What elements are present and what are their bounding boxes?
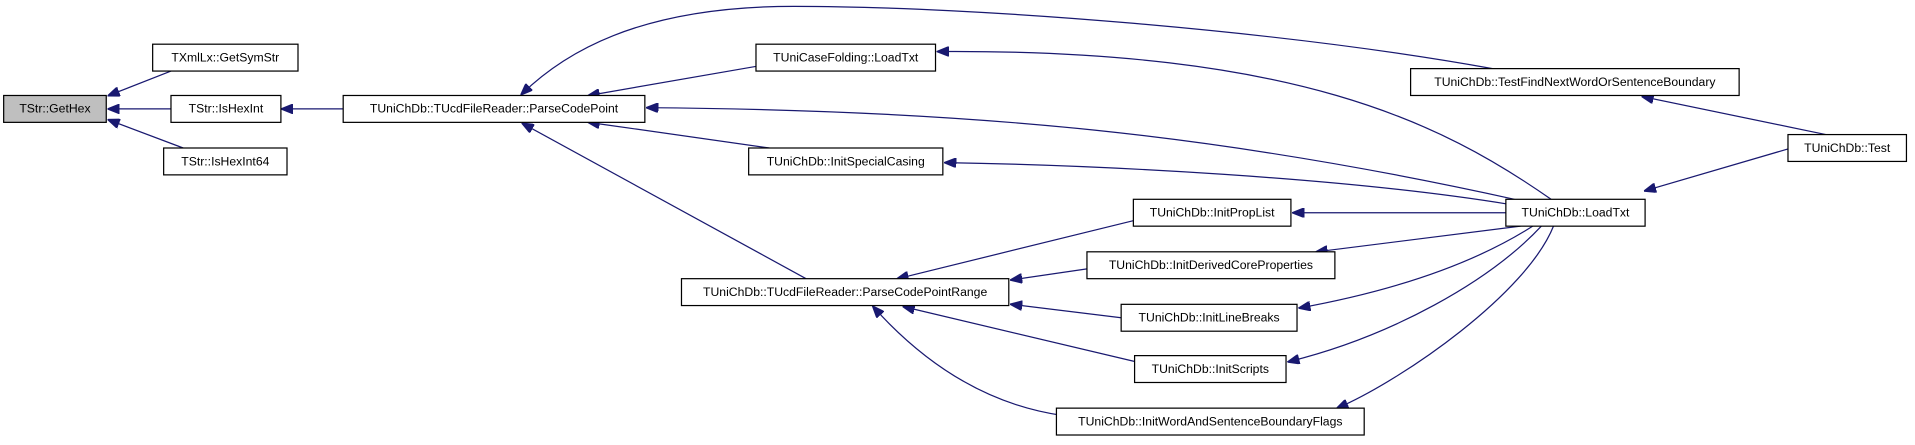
node-label[interactable]: TUniChDb::InitWordAndSentenceBoundaryFla… — [1078, 414, 1342, 428]
edge — [1337, 225, 1555, 408]
node-box[interactable] — [755, 43, 937, 72]
node-label[interactable]: TUniChDb::TUcdFileReader::ParseCodePoint… — [703, 285, 987, 299]
node-label[interactable]: TUniChDb::InitSpecialCasing — [767, 154, 925, 168]
node-label[interactable]: TUniChDb::InitPropList — [1150, 206, 1275, 220]
edge — [1643, 97, 1826, 136]
edge — [109, 70, 172, 95]
edge — [1011, 268, 1088, 280]
edge — [904, 307, 1136, 363]
node-label[interactable]: TStr::IsHexInt — [189, 102, 264, 116]
edge — [1645, 146, 1796, 191]
node-label[interactable]: TStr::GetHex — [19, 102, 90, 116]
node-box[interactable] — [748, 147, 944, 176]
node-box[interactable] — [680, 278, 1010, 307]
node-label[interactable]: TUniChDb::TUcdFileReader::ParseCodePoint — [370, 102, 619, 116]
node-label[interactable]: TStr::IsHexInt64 — [181, 154, 269, 168]
edge — [898, 219, 1136, 279]
node-label[interactable]: TUniChDb::TestFindNextWordOrSentenceBoun… — [1434, 75, 1716, 89]
edge — [647, 108, 1515, 200]
node-label[interactable]: TUniCaseFolding::LoadTxt — [773, 50, 919, 64]
edge — [589, 65, 758, 95]
node-box[interactable] — [152, 43, 299, 72]
node-box[interactable] — [1055, 407, 1365, 436]
node-label[interactable]: TUniChDb::InitScripts — [1152, 362, 1269, 376]
node-box[interactable] — [1086, 251, 1336, 280]
node-box[interactable] — [1505, 198, 1646, 227]
node-box[interactable] — [3, 94, 107, 123]
node-label[interactable]: TUniChDb::LoadTxt — [1522, 206, 1630, 220]
node-label[interactable]: TUniChDb::Test — [1804, 141, 1891, 155]
node-box[interactable] — [1120, 303, 1298, 332]
nodes: TStr::GetHex TXmlLx::GetSymStrTStr::IsHex… — [3, 43, 1908, 436]
edge — [1011, 304, 1122, 319]
edge — [521, 5, 1493, 94]
node-box[interactable] — [170, 94, 282, 123]
node-box[interactable] — [163, 147, 288, 176]
edge — [1299, 225, 1534, 308]
node-box[interactable] — [1409, 68, 1740, 97]
node-box[interactable] — [1132, 198, 1292, 227]
edge — [523, 124, 807, 280]
node-box[interactable] — [1787, 133, 1908, 163]
edges — [109, 5, 1826, 417]
node-box[interactable] — [342, 94, 646, 123]
node-box[interactable] — [1133, 355, 1287, 384]
node-label[interactable]: TXmlLx::GetSymStr — [171, 50, 279, 64]
edge — [938, 51, 1552, 200]
edge — [1317, 225, 1521, 252]
edge — [109, 120, 184, 149]
node-label[interactable]: TUniChDb::InitDerivedCoreProperties — [1109, 258, 1313, 272]
edge — [873, 307, 1063, 417]
node-label[interactable]: TUniChDb::InitLineBreaks — [1139, 311, 1280, 325]
edge — [945, 163, 1509, 205]
edge — [1288, 225, 1542, 362]
edge — [589, 122, 770, 149]
